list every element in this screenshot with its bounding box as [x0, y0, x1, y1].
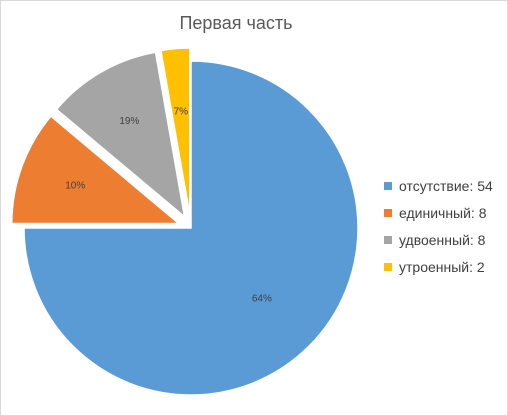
legend-label-utroennyi: утроенный: 2	[399, 258, 485, 275]
legend: отсутствие: 54 единичный: 8 удвоенный: 8…	[384, 177, 493, 285]
legend-item-otsutstvie: отсутствие: 54	[384, 177, 493, 194]
data-label-udvoennyi: 19%	[119, 116, 139, 127]
data-label-otsutstvie: 64%	[252, 293, 272, 304]
chart-title: Первая часть	[179, 13, 293, 33]
legend-label-udvoennyi: удвоенный: 8	[399, 231, 486, 248]
pie-slice-otsutstvie	[23, 60, 359, 396]
legend-label-otsutstvie: отсутствие: 54	[399, 177, 493, 194]
legend-swatch-utroennyi	[384, 262, 392, 271]
legend-item-utroennyi: утроенный: 2	[384, 258, 493, 275]
pie-slice-utroennyi	[159, 47, 191, 216]
legend-swatch-edinichnyi	[384, 208, 392, 217]
data-label-utroennyi: 7%	[174, 107, 189, 118]
data-label-edinichnyi: 10%	[65, 180, 85, 191]
legend-item-edinichnyi: единичный: 8	[384, 204, 493, 221]
pie-slice-edinichnyi	[11, 115, 181, 225]
pie-slice-udvoennyi	[55, 51, 186, 219]
legend-swatch-udvoennyi	[384, 235, 392, 244]
legend-swatch-otsutstvie	[384, 181, 392, 190]
legend-item-udvoennyi: удвоенный: 8	[384, 231, 493, 248]
legend-label-edinichnyi: единичный: 8	[399, 204, 487, 221]
